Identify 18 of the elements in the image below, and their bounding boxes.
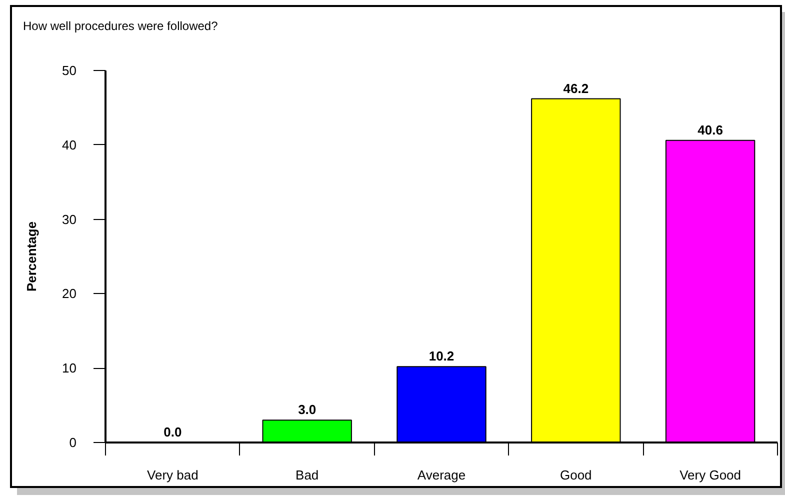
data-label: 46.2 [563, 80, 589, 96]
y-tick-label: 50 [62, 63, 77, 78]
data-label: 3.0 [298, 402, 316, 418]
y-tick-label: 10 [62, 360, 77, 376]
y-tick-label: 20 [62, 286, 77, 302]
x-tick-label: Bad [296, 468, 319, 482]
x-tick-label: Very bad [147, 468, 198, 482]
x-tick-label: Very Good [680, 468, 742, 482]
y-tick-label: 40 [62, 137, 77, 152]
y-tick-label: 30 [62, 212, 77, 227]
chart-title: How well procedures were followed? [23, 19, 218, 33]
x-tick-label: Average [417, 468, 466, 482]
data-label: 10.2 [428, 348, 454, 364]
y-tick-label: 0 [69, 435, 77, 450]
y-axis-title: Percentage [24, 221, 40, 292]
x-tick-label: Good [560, 468, 592, 482]
data-label: 0.0 [164, 424, 182, 440]
data-label: 40.6 [698, 122, 723, 138]
